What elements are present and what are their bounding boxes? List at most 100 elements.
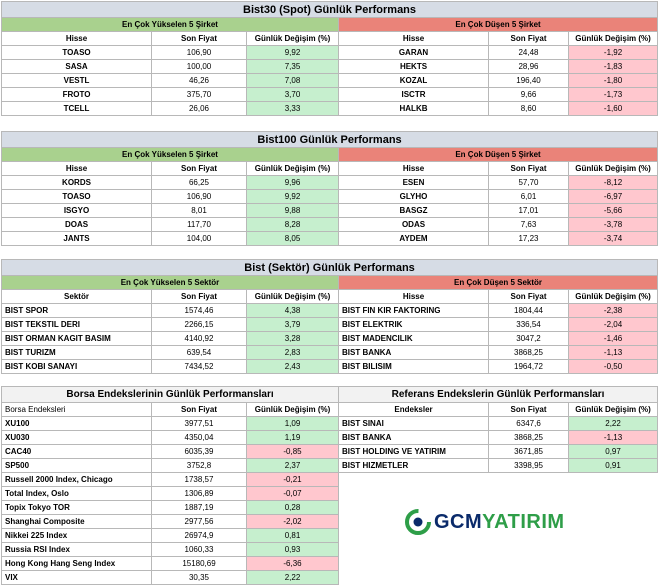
up-change-cell: 3,28 xyxy=(246,331,339,346)
borsa-name-cell: Hong Kong Hang Seng Index xyxy=(1,556,152,571)
up-name-cell: SASA xyxy=(1,59,152,74)
referans-change-cell: 2,22 xyxy=(568,416,659,431)
referans-price-cell: 3398,95 xyxy=(488,458,570,473)
up-change-cell: 3,33 xyxy=(246,101,339,116)
up-name-cell: JANTS xyxy=(1,231,152,246)
borsa-price-cell: 2977,56 xyxy=(151,514,247,529)
referans-name-cell: BIST HIZMETLER xyxy=(338,458,490,473)
up-price-cell: 7434,52 xyxy=(151,359,247,374)
col-gunluk-degisim: Günlük Değişim (%) xyxy=(246,161,339,176)
down-name-cell: BIST ELEKTRIK xyxy=(338,317,489,332)
down-change-cell: -1,46 xyxy=(567,331,659,346)
bist100-up-header: En Çok Yükselen 5 Şirket xyxy=(1,147,339,162)
up-name-cell: BIST ORMAN KAGIT BASIM xyxy=(1,331,152,346)
col-hisse: Hisse xyxy=(338,31,489,46)
down-change-cell: -0,50 xyxy=(567,359,659,374)
col-gunluk-degisim: Günlük Değişim (%) xyxy=(567,161,659,176)
borsa-price-cell: 1306,89 xyxy=(151,486,247,501)
col-gunluk-degisim: Günlük Değişim (%) xyxy=(246,31,339,46)
table-row: CAC40 6035,39 -0,85 BIST HOLDING VE YATIRIM… xyxy=(1,444,659,459)
up-name-cell: DOAS xyxy=(1,217,152,232)
up-name-cell: TCELL xyxy=(1,101,152,116)
down-change-cell: -1,83 xyxy=(567,59,659,74)
sektor-table: Bist (Sektör) Günlük Performans En Çok Y… xyxy=(0,259,659,374)
referans-price-cell: 3671,85 xyxy=(488,444,570,459)
up-name-cell: ISGYO xyxy=(1,203,152,218)
col-gunluk-degisim: Günlük Değişim (%) xyxy=(245,402,340,417)
table-row: TCELL 26,06 3,33 HALKB 8,60 -1,60 xyxy=(1,101,659,116)
down-price-cell: 6,01 xyxy=(488,189,569,204)
up-name-cell: VESTL xyxy=(1,73,152,88)
up-change-cell: 9,92 xyxy=(246,189,339,204)
table-row: BIST KOBI SANAYI 7434,52 2,43 BIST BILISIM 1… xyxy=(1,359,659,374)
borsa-change-cell: 0,28 xyxy=(245,500,340,515)
up-change-cell: 4,38 xyxy=(246,303,339,318)
col-son-fiyat: Son Fiyat xyxy=(488,289,569,304)
down-price-cell: 7,63 xyxy=(488,217,569,232)
down-name-cell: BIST BILISIM xyxy=(338,359,489,374)
up-price-cell: 8,01 xyxy=(151,203,247,218)
borsa-change-cell: 0,81 xyxy=(245,528,340,543)
col-son-fiyat: Son Fiyat xyxy=(151,402,247,417)
up-price-cell: 375,70 xyxy=(151,87,247,102)
sektor-up-header: En Çok Yükselen 5 Sektör xyxy=(1,275,339,290)
down-change-cell: -2,04 xyxy=(567,317,659,332)
col-gunluk-degisim: Günlük Değişim (%) xyxy=(567,31,659,46)
up-price-cell: 106,90 xyxy=(151,189,247,204)
col-gunluk-degisim: Günlük Değişim (%) xyxy=(567,289,659,304)
up-change-cell: 3,79 xyxy=(246,317,339,332)
up-name-cell: FROTO xyxy=(1,87,152,102)
borsa-price-cell: 6035,39 xyxy=(151,444,247,459)
col-borsa-endeksleri: Borsa Endeksleri xyxy=(1,402,152,417)
up-price-cell: 104,00 xyxy=(151,231,247,246)
bist100-rows: KORDS 66,25 9,96 ESEN 57,70 -8,12 TOASO 106,90 9… xyxy=(1,175,659,246)
col-hisse: Hisse xyxy=(338,161,489,176)
down-price-cell: 9,66 xyxy=(488,87,569,102)
up-change-cell: 8,05 xyxy=(246,231,339,246)
borsa-change-cell: 0,93 xyxy=(245,542,340,557)
down-price-cell: 17,01 xyxy=(488,203,569,218)
down-name-cell: ODAS xyxy=(338,217,489,232)
col-son-fiyat: Son Fiyat xyxy=(488,402,570,417)
down-price-cell: 24,48 xyxy=(488,45,569,60)
referans-price-cell: 6347,6 xyxy=(488,416,570,431)
down-price-cell: 1804,44 xyxy=(488,303,569,318)
table-row: Topix Tokyo TOR 1887,19 0,28 xyxy=(1,500,658,515)
up-change-cell: 9,96 xyxy=(246,175,339,190)
borsa-price-cell: 1738,57 xyxy=(151,472,247,487)
table-row: XU100 3977,51 1,09 BIST SINAI 6347,6 2,22 xyxy=(1,416,659,431)
bist100-down-header: En Çok Düşen 5 Şirket xyxy=(337,147,659,162)
borsa-name-cell: Nikkei 225 Index xyxy=(1,528,152,543)
down-name-cell: ISCTR xyxy=(338,87,489,102)
up-price-cell: 639,54 xyxy=(151,345,247,360)
up-name-cell: TOASO xyxy=(1,189,152,204)
borsa-change-cell: 1,19 xyxy=(245,430,340,445)
table-row: Russell 2000 Index, Chicago 1738,57 -0,21 xyxy=(1,472,658,585)
down-change-cell: -1,80 xyxy=(567,73,659,88)
table-row: Total Index, Oslo 1306,89 -0,07 xyxy=(1,486,658,501)
table-row: VIX 30,35 2,22 xyxy=(1,570,658,585)
bist100-title: Bist100 Günlük Performans xyxy=(0,131,659,148)
referans-change-cell: 0,91 xyxy=(568,458,659,473)
logo-text-yatirim: YATIRIM xyxy=(482,510,565,533)
down-price-cell: 336,54 xyxy=(488,317,569,332)
down-name-cell: HEKTS xyxy=(338,59,489,74)
up-price-cell: 106,90 xyxy=(151,45,247,60)
up-name-cell: KORDS xyxy=(1,175,152,190)
sektor-title: Bist (Sektör) Günlük Performans xyxy=(0,259,659,276)
col-hisse: Hisse xyxy=(1,31,152,46)
col-gunluk-degisim: Günlük Değişim (%) xyxy=(568,402,659,417)
borsa-name-cell: SP500 xyxy=(1,458,152,473)
table-row: ISGYO 8,01 9,88 BASGZ 17,01 -5,66 xyxy=(1,203,659,218)
down-name-cell: BIST MADENCILIK xyxy=(338,331,489,346)
borsa-name-cell: Russia RSI Index xyxy=(1,542,152,557)
up-name-cell: BIST SPOR xyxy=(1,303,152,318)
table-row: JANTS 104,00 8,05 AYDEM 17,23 -3,74 xyxy=(1,231,659,246)
down-name-cell: GARAN xyxy=(338,45,489,60)
borsa-price-cell: 26974,9 xyxy=(151,528,247,543)
up-change-cell: 2,43 xyxy=(246,359,339,374)
up-price-cell: 100,00 xyxy=(151,59,247,74)
up-name-cell: TOASO xyxy=(1,45,152,60)
sektor-rows: BIST SPOR 1574,46 4,38 BIST FIN KIR FAKTORI… xyxy=(1,303,659,374)
down-name-cell: HALKB xyxy=(338,101,489,116)
